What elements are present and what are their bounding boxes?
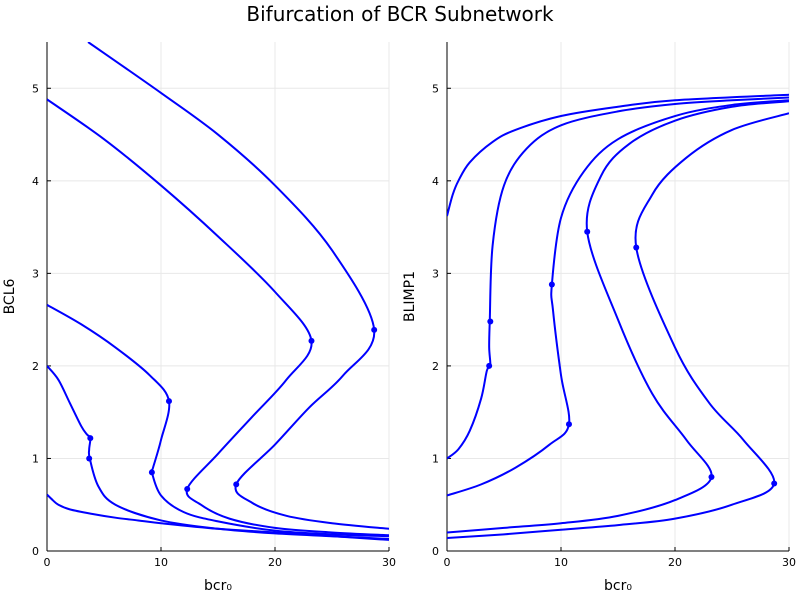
bifurcation-point xyxy=(308,337,315,344)
curve-group xyxy=(447,93,789,540)
y-tick-label: 1 xyxy=(32,452,39,465)
bifurcation-curve-3 xyxy=(447,93,789,217)
curve-group xyxy=(47,42,389,541)
bifurcation-curve-2 xyxy=(447,100,789,534)
y-tick-label: 0 xyxy=(432,545,439,558)
x-tick-label: 0 xyxy=(444,556,451,569)
x-tick-label: 20 xyxy=(668,556,682,569)
bifurcation-point xyxy=(584,228,591,235)
y-tick-label: 2 xyxy=(432,360,439,373)
y-tick-label: 5 xyxy=(32,82,39,95)
bifurcation-curve-4 xyxy=(87,42,389,530)
y-tick-label: 3 xyxy=(432,267,439,280)
x-tick-label: 10 xyxy=(154,556,168,569)
blimp1-panel: 0 10 20 30 0 1 2 3 4 5 bcr₀ BLIMP1 xyxy=(402,42,796,594)
y-tick-label: 4 xyxy=(32,175,39,188)
bifurcation-curve-3 xyxy=(47,493,389,541)
y-tick-label: 1 xyxy=(432,452,439,465)
bifurcation-curve-1 xyxy=(47,303,389,538)
chart-title: Bifurcation of BCR Subnetwork xyxy=(246,2,554,26)
bifurcation-point xyxy=(87,435,94,442)
y-axis-label: BCL6 xyxy=(2,278,18,314)
bifurcation-curve-0 xyxy=(447,96,789,460)
bifurcation-point xyxy=(633,244,640,251)
bifurcation-point xyxy=(487,318,494,325)
bifurcation-curve-2 xyxy=(47,98,389,537)
bifurcation-point xyxy=(486,362,493,369)
x-tick-label: 30 xyxy=(382,556,396,569)
y-tick-label: 5 xyxy=(432,82,439,95)
bifurcation-point xyxy=(708,473,715,480)
bifurcation-point xyxy=(86,455,93,462)
bifurcation-point xyxy=(165,398,172,405)
x-axis-label: bcr₀ xyxy=(204,578,232,594)
bifurcation-point xyxy=(148,469,155,476)
bifurcation-point xyxy=(184,485,191,492)
bifurcation-point xyxy=(548,281,555,288)
bifurcation-curve-4 xyxy=(447,112,789,540)
x-tick-label: 20 xyxy=(268,556,282,569)
bifurcation-point xyxy=(771,480,778,487)
x-tick-label: 0 xyxy=(44,556,51,569)
y-tick-label: 3 xyxy=(32,267,39,280)
bifurcation-point xyxy=(233,481,240,488)
x-axis-label: bcr₀ xyxy=(604,578,632,594)
bifurcation-point xyxy=(565,421,572,428)
x-tick-label: 10 xyxy=(554,556,568,569)
bifurcation-point xyxy=(371,326,378,333)
y-tick-label: 2 xyxy=(32,360,39,373)
y-tick-label: 4 xyxy=(432,175,439,188)
bifurcation-curve-1 xyxy=(447,99,789,497)
bcl6-panel: 0 10 20 30 0 1 2 3 4 5 bcr₀ BCL6 xyxy=(2,42,396,594)
x-tick-label: 30 xyxy=(782,556,796,569)
y-axis-label: BLIMP1 xyxy=(402,271,418,322)
y-tick-label: 0 xyxy=(32,545,39,558)
